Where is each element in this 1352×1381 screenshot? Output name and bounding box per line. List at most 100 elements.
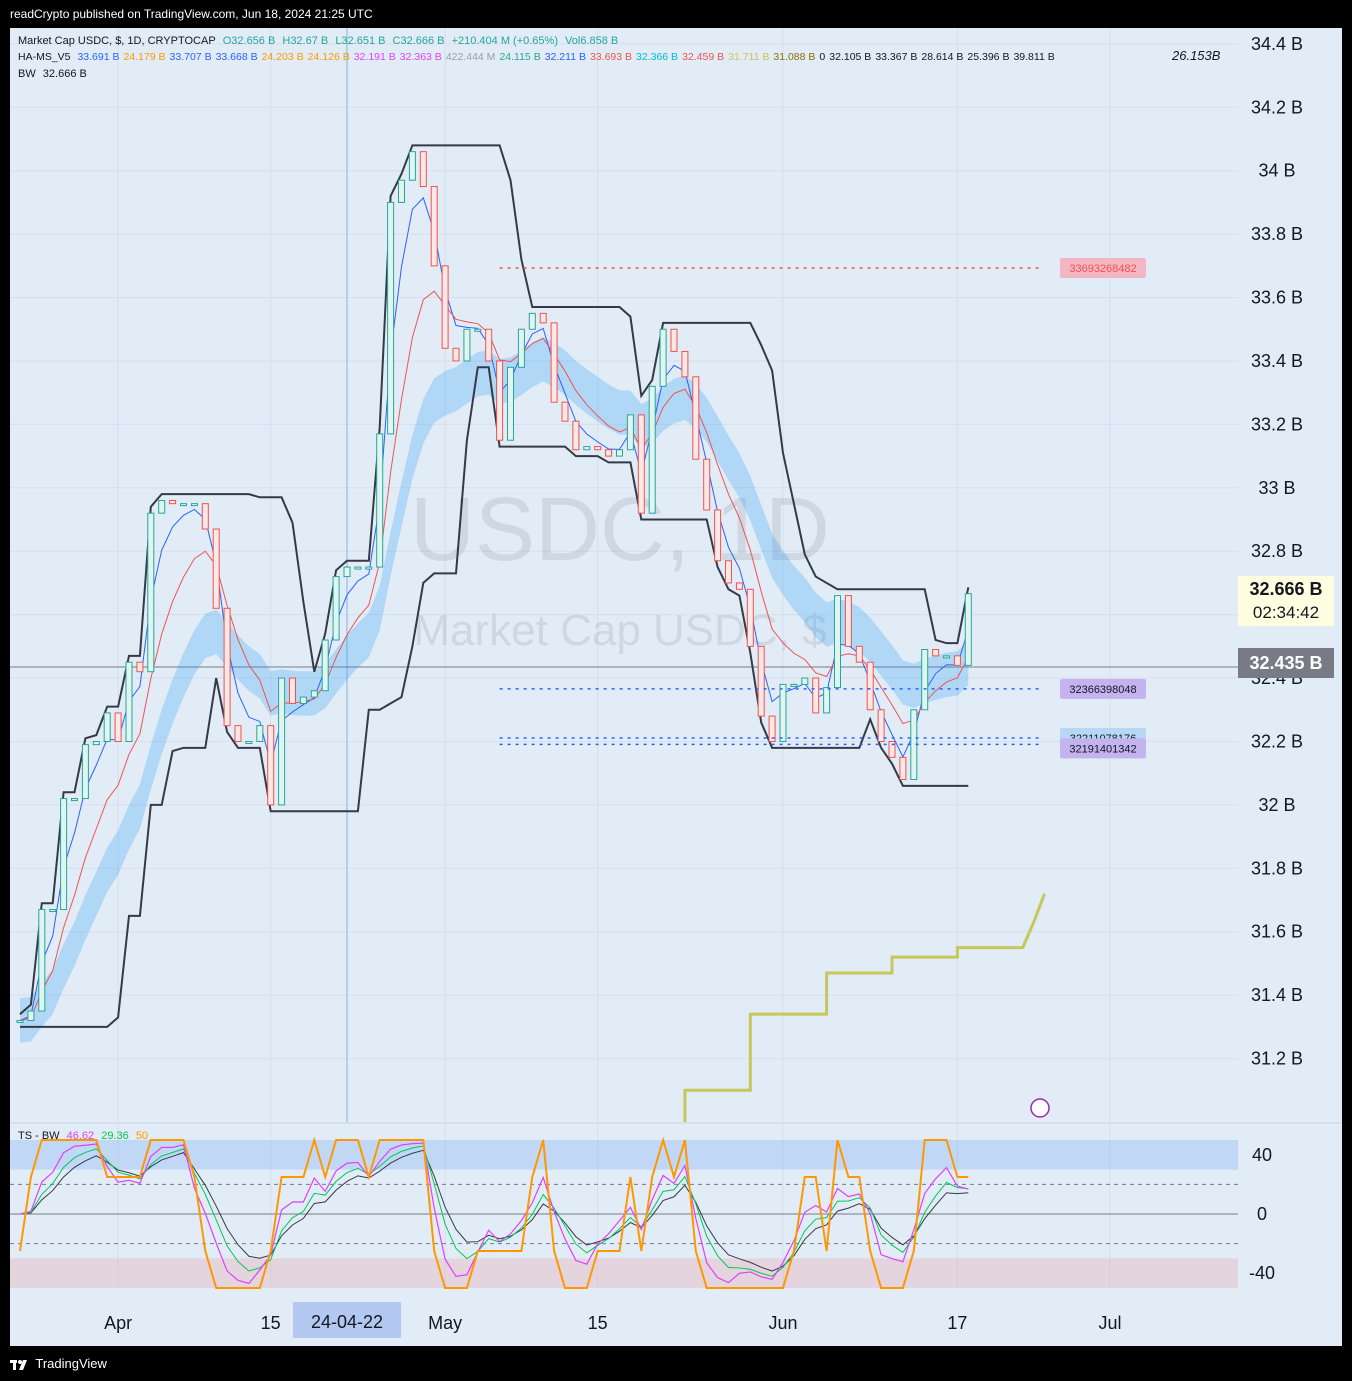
level-price-tag	[1060, 738, 1146, 759]
price-candle	[594, 446, 602, 451]
publisher-text: readCrypto published on TradingView.com,…	[10, 7, 373, 21]
price-axis-label: 33.2 B	[1251, 414, 1303, 434]
legend-bw-value: 32.666 B	[42, 68, 87, 80]
oscillator-oversold-zone	[10, 1258, 1238, 1288]
price-axis-label: 33.8 B	[1251, 224, 1303, 244]
price-candle	[332, 576, 340, 641]
legend-hams-values: 33.691 B 24.179 B 33.707 B 33.668 B 24.203 B…	[77, 51, 1058, 63]
watermark-symbol: USDC, 1D	[410, 480, 830, 580]
price-candle	[60, 798, 68, 911]
legend-hams-value: 33.668 B	[215, 51, 258, 63]
legend-hams: HA-MS_V5 33.691 B 24.179 B 33.707 B 33.668 …	[18, 51, 1063, 63]
oscillator-magenta-line	[19, 1142, 969, 1285]
price-candle	[38, 909, 46, 1012]
legend-hams-value: 28.614 B	[921, 51, 964, 63]
oscillator-value-1: 46.62	[66, 1130, 95, 1142]
price-candle	[147, 512, 155, 673]
legend-hams-value: 39.811 B	[1013, 51, 1055, 63]
legend-hams-value: 33.691 B	[77, 51, 120, 63]
price-candle	[823, 687, 831, 714]
price-axis-label: 33.4 B	[1251, 351, 1303, 371]
oscillator-legend: TS - BW 46.62 29.36 50	[18, 1130, 152, 1142]
time-axis-label: May	[428, 1313, 462, 1333]
price-candle	[888, 740, 896, 758]
price-axis-label: 31.2 B	[1251, 1049, 1303, 1069]
legend-bw-name: BW	[18, 68, 36, 80]
price-candle	[27, 1010, 35, 1022]
legend-hams-value: 33.367 B	[875, 51, 918, 63]
price-candle	[321, 639, 329, 692]
price-candle	[398, 179, 405, 203]
price-candle	[212, 528, 220, 609]
legend-hams-value: 32.191 B	[353, 51, 396, 63]
legend-hams-value: 32.363 B	[399, 51, 442, 63]
price-candle	[855, 645, 863, 663]
oscillator-name: TS - BW	[18, 1130, 60, 1142]
slow-average-line	[19, 290, 969, 1022]
legend-volume: Vol6.858 B	[565, 35, 619, 47]
legend-hams-value: 32.211 B	[544, 51, 586, 63]
crosshair-date-label: 24-04-22	[311, 1312, 383, 1332]
price-candle	[714, 509, 722, 562]
price-candle	[136, 661, 144, 673]
legend-hams-value: 31.711 B	[728, 51, 770, 63]
oscillator-axis-label: -40	[1249, 1263, 1275, 1283]
level-price-text: 32191401342	[1069, 743, 1136, 755]
time-axis-label: 17	[947, 1313, 967, 1333]
price-candle	[725, 560, 732, 584]
price-candle	[572, 420, 580, 451]
price-candle	[365, 566, 373, 570]
alert-lightning-icon	[1030, 1098, 1050, 1118]
price-axis-label: 33 B	[1258, 478, 1295, 498]
price-candle	[637, 414, 645, 514]
legend-change: +210.404 M (+0.65%)	[451, 35, 558, 47]
price-axis-label: 34 B	[1258, 161, 1295, 181]
price-candle	[223, 607, 231, 727]
price-candle	[790, 683, 798, 687]
legend-open: O32.656 B	[222, 35, 276, 47]
price-candle	[125, 661, 133, 742]
price-candle	[234, 725, 242, 742]
oscillator-orange-line	[19, 1136, 969, 1289]
price-candle	[419, 151, 427, 188]
price-candle	[16, 1020, 24, 1024]
price-candle	[463, 328, 471, 362]
crosshair-price-tag: 32.435 B	[1238, 648, 1334, 678]
price-candle	[899, 756, 907, 781]
legend-close: C32.666 B	[392, 35, 445, 47]
legend-hams-value: 33.707 B	[169, 51, 212, 63]
legend-hams-name: HA-MS_V5	[18, 51, 71, 63]
price-candle	[71, 798, 78, 802]
price-candle	[801, 677, 809, 685]
price-candle	[735, 582, 743, 590]
level-price-text: 32366398048	[1069, 684, 1136, 696]
price-candle	[768, 715, 776, 742]
price-axis-label: 32.8 B	[1251, 541, 1303, 561]
price-candle	[267, 725, 275, 806]
legend-hams-value: 24.115 B	[499, 51, 541, 63]
chart-canvas[interactable]: 34.4 B 34.2 B 34 B 33.8 B 33.6 B 33.4 B 33.2 B…	[0, 0, 1352, 1346]
time-axis-label: 15	[261, 1313, 281, 1333]
level-price-tag	[1060, 678, 1146, 699]
time-axis-label: Apr	[104, 1313, 132, 1333]
price-candle	[103, 712, 111, 742]
crosshair-date-tag	[293, 1302, 401, 1338]
time-axis-label: Jun	[768, 1313, 797, 1333]
price-candle	[354, 566, 362, 570]
price-candle	[964, 593, 972, 666]
level-price-tag	[1060, 258, 1146, 279]
legend-hams-value: 25.396 B	[967, 51, 1010, 63]
legend-main: Market Cap USDC, $, 1D, CRYPTOCAP O32.65…	[18, 35, 622, 47]
oscillator-signal-line	[19, 1149, 969, 1272]
price-candle	[408, 151, 416, 181]
price-candle	[692, 376, 700, 460]
price-candle	[834, 595, 841, 689]
level-price-text: 33693268482	[1069, 263, 1136, 275]
oscillator-value-3: 50	[135, 1130, 149, 1142]
price-candle	[485, 328, 493, 362]
price-candle	[877, 709, 885, 742]
legend-hams-value: 32.366 B	[636, 51, 679, 63]
price-candle	[114, 712, 122, 742]
price-candle	[616, 449, 623, 457]
price-candle	[583, 446, 591, 451]
